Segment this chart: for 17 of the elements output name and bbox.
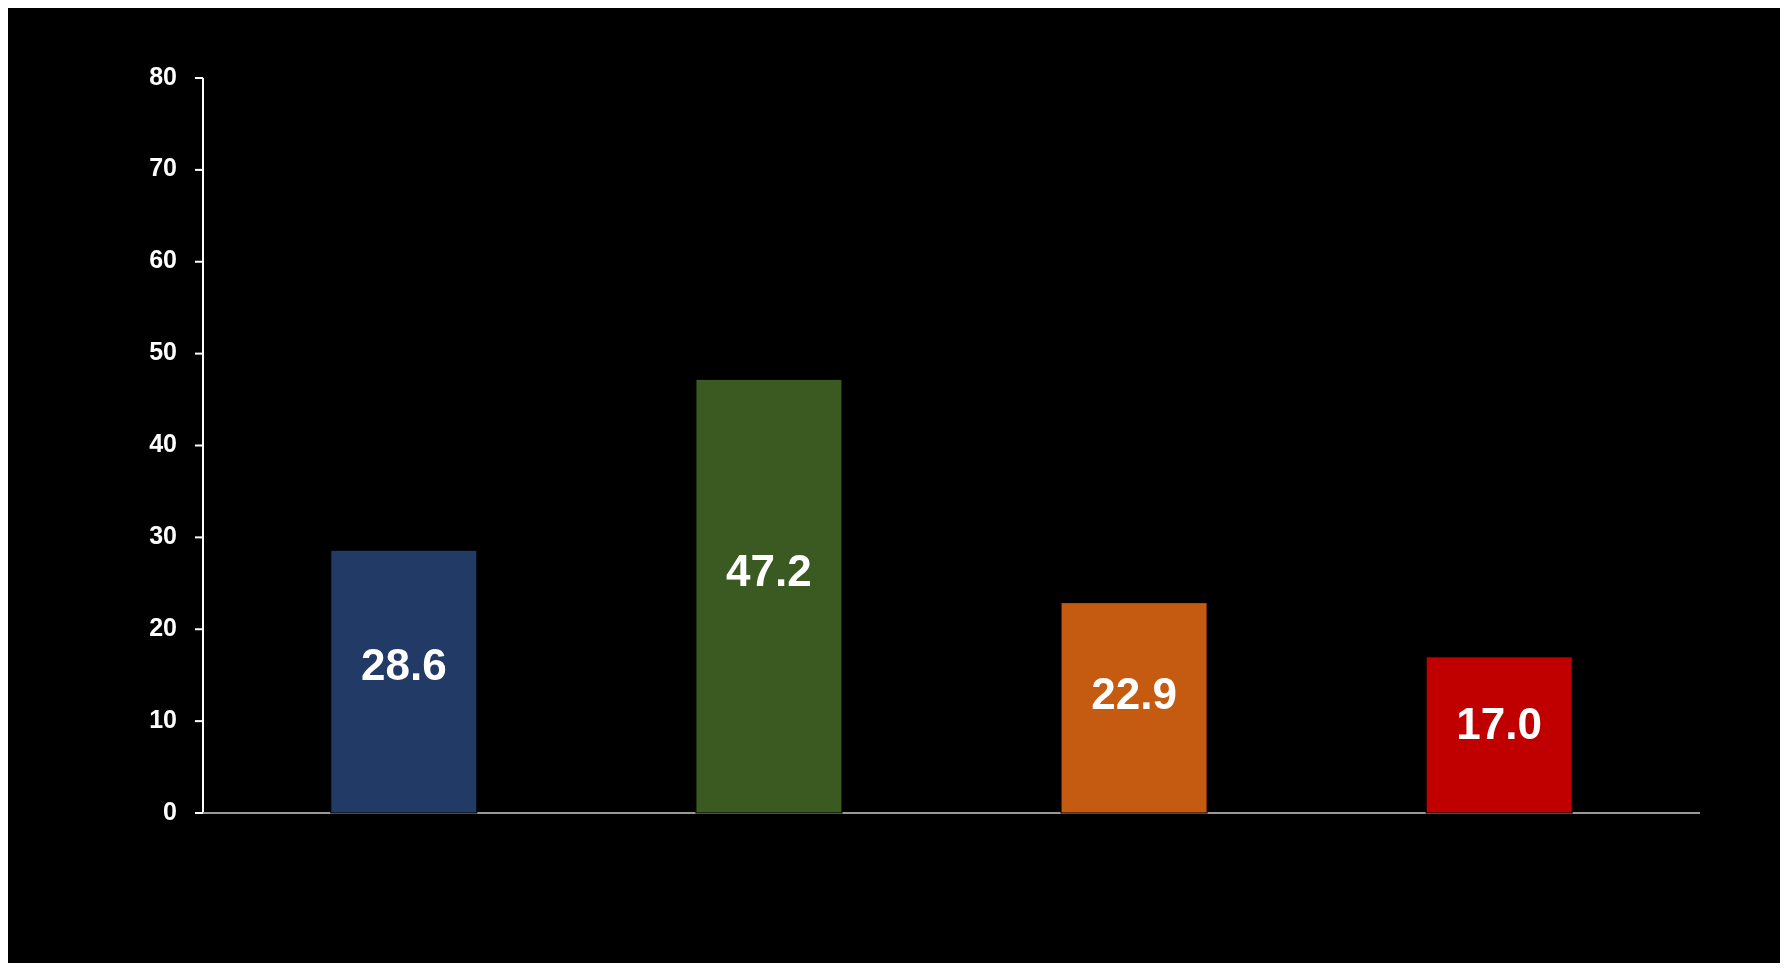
y-tick-label: 60 bbox=[149, 245, 177, 274]
y-tick-label: 0 bbox=[163, 796, 177, 825]
y-tick-label: 10 bbox=[149, 704, 177, 733]
bar bbox=[1425, 656, 1573, 814]
bar bbox=[330, 549, 478, 814]
data-label: 28.6 bbox=[361, 640, 447, 690]
data-label: 47.2 bbox=[726, 546, 812, 596]
y-tick-label: 80 bbox=[149, 61, 177, 90]
bar bbox=[695, 378, 843, 814]
y-tick-label: 30 bbox=[149, 520, 177, 549]
bar bbox=[1060, 602, 1208, 814]
y-tick-label: 40 bbox=[149, 429, 177, 458]
y-tick-label: 50 bbox=[149, 337, 177, 366]
y-tick-label: 70 bbox=[149, 153, 177, 182]
data-label: 22.9 bbox=[1091, 668, 1177, 718]
y-tick-label: 20 bbox=[149, 612, 177, 641]
data-label: 17.0 bbox=[1456, 698, 1542, 748]
